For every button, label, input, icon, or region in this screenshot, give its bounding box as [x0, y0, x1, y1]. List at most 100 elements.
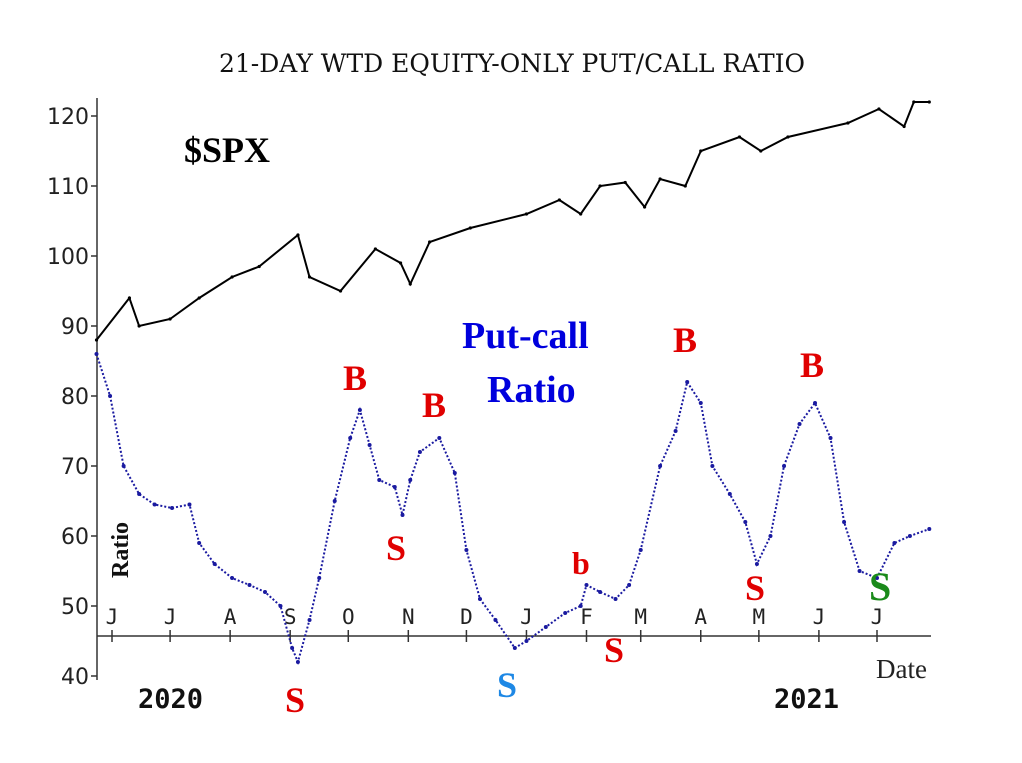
data-point	[727, 492, 732, 496]
data-point	[623, 180, 627, 185]
data-point	[877, 107, 881, 111]
data-point	[754, 562, 759, 566]
spx-series	[94, 100, 931, 342]
data-point	[613, 597, 618, 601]
y-tick-label: 110	[47, 175, 89, 200]
x-tick-label: J	[871, 605, 884, 629]
data-point	[230, 275, 234, 279]
data-point	[332, 499, 337, 503]
data-point	[121, 464, 126, 468]
data-point	[94, 338, 99, 342]
year-label-2021: 2021	[774, 684, 839, 715]
data-point	[373, 247, 377, 251]
y-tick-label: 60	[61, 525, 89, 550]
x-tick-label: J	[106, 605, 119, 629]
data-point	[524, 639, 529, 643]
axes: 40 50 60 70 80 90 100 110 120 J J A S O N D J F M A M J J	[47, 98, 931, 690]
y-tick-label: 90	[61, 315, 89, 340]
data-point	[512, 646, 517, 650]
data-point	[902, 124, 906, 129]
data-point	[400, 513, 405, 517]
data-point	[842, 520, 847, 524]
buy-signal-label: B	[800, 345, 824, 385]
data-point	[627, 583, 632, 587]
data-point	[768, 534, 773, 538]
x-tick-label: S	[284, 605, 297, 629]
data-point	[927, 100, 931, 104]
data-point	[197, 541, 202, 545]
data-point	[137, 324, 141, 328]
put-call-label: Put-call	[462, 315, 589, 357]
data-point	[464, 548, 469, 552]
data-point	[94, 352, 99, 356]
data-point	[168, 317, 172, 321]
ratio-label: Ratio	[487, 369, 576, 411]
buy-signal-label: B	[422, 385, 446, 425]
data-point	[698, 401, 703, 405]
data-point	[392, 485, 397, 489]
data-point	[579, 212, 583, 216]
data-point	[699, 149, 703, 153]
data-point	[524, 212, 529, 216]
y-axis-label: Ratio	[108, 522, 134, 578]
data-point	[743, 520, 748, 524]
data-point	[892, 541, 897, 545]
data-point	[197, 296, 201, 300]
data-point	[477, 597, 482, 601]
x-tick-label: J	[813, 605, 826, 629]
put-call-series	[94, 352, 932, 666]
x-tick-label: F	[580, 605, 593, 629]
data-point	[598, 184, 602, 188]
data-point	[137, 492, 142, 496]
data-point	[658, 177, 662, 181]
annotations: $SPX Put-call Ratio B B S S Sb S B S B S	[184, 130, 891, 720]
data-point	[317, 576, 322, 580]
put-call-line	[95, 353, 930, 666]
data-point	[927, 527, 932, 531]
data-point	[108, 394, 113, 398]
data-point	[357, 408, 362, 412]
data-point	[584, 583, 589, 587]
data-point	[417, 450, 422, 454]
x-tick-label: M	[634, 605, 647, 629]
data-point	[263, 590, 267, 594]
sell-signal-label: S	[497, 665, 517, 705]
data-point	[543, 625, 548, 629]
data-point	[230, 576, 235, 580]
data-point	[398, 261, 403, 265]
buy-signal-label: B	[343, 358, 367, 398]
data-point	[557, 198, 561, 202]
data-point	[673, 429, 678, 433]
x-tick-label: M	[753, 605, 766, 629]
data-point	[563, 611, 568, 615]
data-point	[296, 233, 300, 237]
data-point	[685, 380, 690, 384]
data-point	[338, 289, 343, 293]
y-tick-label: 120	[47, 105, 89, 130]
data-point	[907, 534, 912, 538]
data-point	[493, 618, 498, 622]
series-group	[94, 100, 932, 666]
minor-buy-signal-label: b	[572, 545, 590, 581]
data-point	[437, 436, 442, 440]
sell-signal-label: S	[604, 630, 624, 670]
data-point	[408, 478, 413, 482]
data-point	[737, 135, 742, 139]
data-point	[307, 275, 312, 279]
data-point	[187, 502, 192, 507]
y-tick-label: 100	[47, 245, 89, 270]
data-point	[468, 226, 472, 230]
data-point	[710, 464, 715, 468]
data-point	[912, 100, 916, 104]
y-tick-label: 50	[61, 595, 89, 620]
x-tick-label: A	[224, 605, 237, 629]
x-tick-label: O	[342, 605, 355, 629]
data-point	[170, 506, 175, 510]
data-point	[813, 401, 818, 405]
data-point	[295, 660, 300, 664]
x-tick-label: J	[520, 605, 533, 629]
x-tick-label: N	[402, 605, 415, 629]
sell-signal-label: S	[386, 528, 406, 568]
data-point	[658, 464, 663, 468]
